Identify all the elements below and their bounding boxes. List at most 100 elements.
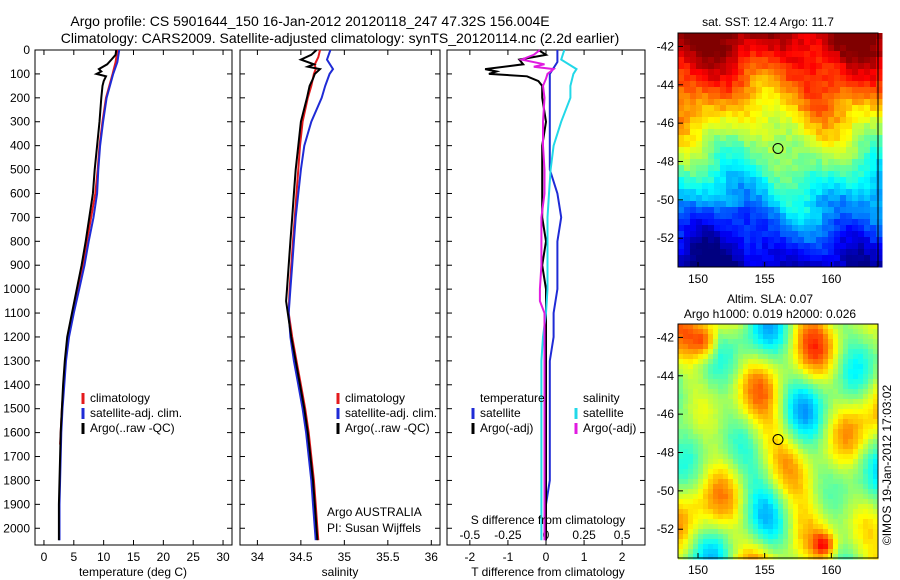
map-cell: [838, 514, 844, 520]
map-cell: [853, 544, 859, 550]
map-cell: [758, 454, 764, 460]
map-cell: [728, 469, 734, 475]
map-cell: [756, 105, 763, 112]
map-cell: [868, 449, 874, 455]
map-cell: [808, 454, 814, 460]
map-cell: [833, 499, 839, 505]
map-cell: [793, 494, 799, 500]
map-cell: [678, 354, 684, 360]
map-cell: [804, 225, 811, 232]
map-cell: [873, 324, 879, 330]
map-cell: [792, 135, 799, 142]
map-cell: [698, 404, 704, 410]
map-cell: [678, 105, 685, 112]
map-cell: [773, 379, 779, 385]
map-cell: [804, 141, 811, 148]
map-cell: [758, 529, 764, 535]
map-y-tick-label: -50: [657, 484, 675, 498]
map-cell: [744, 39, 751, 46]
map-cell: [843, 394, 849, 400]
map-cell: [714, 219, 721, 226]
map-cell: [698, 349, 704, 355]
map-cell: [744, 195, 751, 202]
map-cell: [818, 339, 824, 345]
map-cell: [690, 93, 697, 100]
map-cell: [828, 454, 834, 460]
map-cell: [750, 255, 757, 262]
map-cell: [834, 51, 841, 58]
map-cell: [780, 255, 787, 262]
series-line-climatology: [59, 49, 119, 445]
map-cell: [804, 117, 811, 124]
map-cell: [713, 469, 719, 475]
map-cell: [788, 324, 794, 330]
map-cell: [708, 394, 714, 400]
map-cell: [780, 183, 787, 190]
map-cell: [818, 479, 824, 485]
map-cell: [733, 339, 739, 345]
map-cell: [798, 459, 804, 465]
map-cell: [702, 51, 709, 58]
map-cell: [758, 379, 764, 385]
map-cell: [758, 359, 764, 365]
map-cell: [714, 207, 721, 214]
map-cell: [698, 389, 704, 395]
map-cell: [798, 177, 805, 184]
map-cell: [750, 159, 757, 166]
map-cell: [774, 219, 781, 226]
map-cell: [810, 129, 817, 136]
map-cell: [723, 474, 729, 480]
map-cell: [768, 514, 774, 520]
map-cell: [828, 111, 835, 118]
map-cell: [768, 249, 775, 256]
map-cell: [713, 514, 719, 520]
map-cell: [702, 105, 709, 112]
map-cell: [848, 494, 854, 500]
map-cell: [688, 364, 694, 370]
map-cell: [762, 213, 769, 220]
map-cell: [868, 379, 874, 385]
map-cell: [684, 45, 691, 52]
map-cell: [750, 225, 757, 232]
map-cell: [738, 231, 745, 238]
map-cell: [738, 189, 745, 196]
map-cell: [793, 529, 799, 535]
map-cell: [713, 509, 719, 515]
map-cell: [840, 249, 847, 256]
map-cell: [798, 123, 805, 130]
map-cell: [810, 111, 817, 118]
map-cell: [743, 514, 749, 520]
map-cell: [792, 141, 799, 148]
map-cell: [720, 69, 727, 76]
map-cell: [840, 165, 847, 172]
map-cell: [743, 469, 749, 475]
map-cell: [702, 141, 709, 148]
map-cell: [743, 444, 749, 450]
map-cell: [804, 87, 811, 94]
map-cell: [823, 359, 829, 365]
map-cell: [718, 429, 724, 435]
map-cell: [833, 354, 839, 360]
map-cell: [818, 399, 824, 405]
map-cell: [743, 414, 749, 420]
map-cell: [858, 171, 865, 178]
map-cell: [748, 414, 754, 420]
map-cell: [868, 499, 874, 505]
map-cell: [750, 63, 757, 70]
map-cell: [833, 424, 839, 430]
map-cell: [808, 469, 814, 475]
map-cell: [788, 529, 794, 535]
map-cell: [696, 171, 703, 178]
map-cell: [810, 195, 817, 202]
map-cell: [783, 549, 789, 555]
map-cell: [783, 484, 789, 490]
series-line-s-argo-adj-: [518, 49, 557, 541]
map-cell: [846, 207, 853, 214]
map-cell: [853, 389, 859, 395]
map-cell: [822, 33, 829, 40]
map-cell: [848, 439, 854, 445]
map-cell: [743, 409, 749, 415]
map-cell: [688, 554, 694, 560]
map-cell: [834, 213, 841, 220]
map-cell: [853, 449, 859, 455]
